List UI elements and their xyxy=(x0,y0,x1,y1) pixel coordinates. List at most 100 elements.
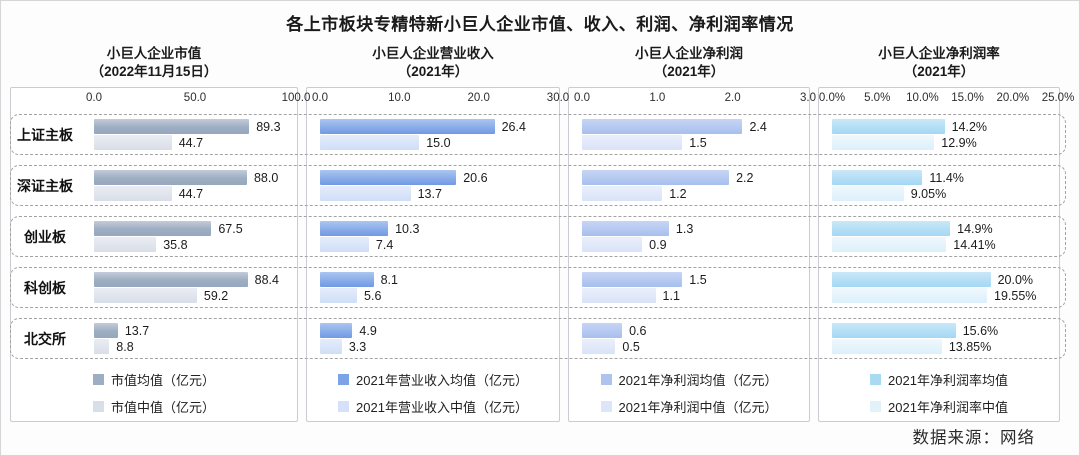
bar-line-mean: 88.4 xyxy=(94,272,279,288)
axis-tick-label: 50.0 xyxy=(183,92,207,104)
axis-tick-label: 1.0 xyxy=(649,92,666,104)
bar-group: 26.4 15.0 xyxy=(306,109,568,160)
bar-value-label: 13.7 xyxy=(124,323,150,338)
axis-plot: 0.0 50.0 100.0 xyxy=(86,87,310,109)
bar-value-label: 19.55% xyxy=(994,288,1037,303)
axis-row: 0.0 50.0 100.0 xyxy=(80,87,310,109)
bar-mean xyxy=(320,323,353,338)
legend-item: 2021年营业收入均值（亿元） xyxy=(338,370,528,389)
bar-plot: 15.6% 13.85% xyxy=(832,323,1030,355)
row-outline xyxy=(10,267,1066,308)
row-label: 深证主板 xyxy=(17,177,73,194)
bar-line-median: 1.5 xyxy=(582,135,783,151)
bar-group: 14.2% 12.9% xyxy=(818,109,1068,160)
legend-label: 2021年净利润率均值 xyxy=(888,373,1008,388)
legend-item: 市值中值（亿元） xyxy=(92,397,215,416)
bar-line-median: 12.9% xyxy=(832,135,1030,151)
bar-line-mean: 26.4 xyxy=(320,119,526,135)
row-outline xyxy=(10,216,1066,257)
bar-plot: 20.6 13.7 xyxy=(320,170,518,202)
bar-mean xyxy=(832,323,956,338)
data-source: 数据来源：网络 xyxy=(912,429,1035,447)
legend-swatch xyxy=(870,374,882,385)
bar-line-mean: 1.3 xyxy=(582,221,783,237)
legend-swatch xyxy=(600,401,612,412)
bar-median xyxy=(582,135,683,150)
bar-group: 2.2 1.2 xyxy=(568,160,818,211)
bar-value-label: 1.5 xyxy=(689,272,707,287)
bar-line-median: 1.1 xyxy=(582,288,783,304)
bar-line-median: 5.6 xyxy=(320,288,518,304)
bar-value-label: 1.1 xyxy=(662,288,680,303)
axis-row: 0.0 10.0 20.0 30.0 xyxy=(306,87,569,109)
row-label: 科创板 xyxy=(24,279,66,296)
bar-value-label: 15.0 xyxy=(426,135,451,150)
bar-mean xyxy=(320,119,495,134)
bar-plot: 2.2 1.2 xyxy=(582,170,783,202)
bar-plot: 8.1 5.6 xyxy=(320,272,518,304)
axis-row: 0.0 1.0 2.0 3.0 xyxy=(568,87,816,109)
panel-legend: 市值均值（亿元） 市值中值（亿元） xyxy=(10,364,298,422)
bar-value-label: 4.9 xyxy=(359,323,377,338)
bar-line-mean: 67.5 xyxy=(94,221,268,237)
bar-median xyxy=(582,237,643,252)
row-outline xyxy=(10,114,1066,155)
legend-swatch xyxy=(338,401,350,412)
panel-title-line1: 小巨人企业营业收入 xyxy=(372,46,494,61)
bar-value-label: 12.9% xyxy=(941,135,977,150)
bar-value-label: 11.4% xyxy=(929,170,964,185)
bar-value-label: 2.4 xyxy=(749,119,767,134)
legend-item: 2021年净利润均值（亿元） xyxy=(600,370,778,389)
bar-mean xyxy=(582,119,743,134)
bar-value-label: 10.3 xyxy=(395,221,420,236)
bar-median xyxy=(320,288,358,303)
axis-tick-label: 0.0 xyxy=(86,92,102,104)
bar-value-label: 0.9 xyxy=(649,237,667,252)
bar-median xyxy=(832,339,942,354)
bar-value-label: 44.7 xyxy=(178,186,204,201)
bar-plot: 11.4% 9.05% xyxy=(832,170,1030,202)
chart-title: 各上市板块专精特新小巨人企业市值、收入、利润、净利润率情况 xyxy=(286,15,794,34)
bar-median xyxy=(94,237,157,252)
bar-mean xyxy=(94,119,250,134)
bar-group: 20.0% 19.55% xyxy=(818,262,1068,313)
bar-group: 8.1 5.6 xyxy=(306,262,568,313)
bar-mean xyxy=(94,272,248,287)
axis-tick-label: 25.0% xyxy=(1041,92,1075,104)
bar-group: 13.7 8.8 xyxy=(80,313,306,364)
bar-line-median: 7.4 xyxy=(320,237,518,253)
bar-median xyxy=(94,186,172,201)
bar-value-label: 0.6 xyxy=(629,323,647,338)
bar-value-label: 14.9% xyxy=(957,221,993,236)
bar-mean xyxy=(832,119,945,134)
bar-line-mean: 1.5 xyxy=(582,272,783,288)
panel-title: 小巨人企业净利润 （2021年） xyxy=(568,34,810,87)
bar-group: 0.6 0.5 xyxy=(568,313,818,364)
bar-median xyxy=(320,135,420,150)
bar-plot: 0.6 0.5 xyxy=(582,323,783,355)
row-outline xyxy=(10,318,1066,359)
bar-mean xyxy=(320,221,389,236)
bar-value-label: 8.1 xyxy=(380,272,398,287)
legend-label: 市值均值（亿元） xyxy=(110,373,215,388)
bar-value-label: 59.2 xyxy=(203,288,229,303)
bar-plot: 2.4 1.5 xyxy=(582,119,783,151)
bar-line-mean: 10.3 xyxy=(320,221,518,237)
bar-mean xyxy=(832,170,923,185)
bar-line-mean: 15.6% xyxy=(832,323,1030,339)
bar-median xyxy=(832,288,988,303)
bar-line-median: 44.7 xyxy=(94,186,268,202)
panel-legend: 2021年净利润率均值 2021年净利润率中值 xyxy=(818,364,1060,422)
bar-line-median: 19.55% xyxy=(832,288,1036,304)
axis-tick-label: 10.0% xyxy=(906,92,939,104)
bar-group: 11.4% 9.05% xyxy=(818,160,1068,211)
legend-label: 2021年净利润均值（亿元） xyxy=(618,373,778,388)
legend-label: 市值中值（亿元） xyxy=(110,400,215,415)
bar-value-label: 9.05% xyxy=(910,186,947,201)
bar-median xyxy=(94,135,172,150)
legend-swatch xyxy=(870,401,882,412)
bar-group: 89.3 44.7 xyxy=(80,109,306,160)
bar-value-label: 1.5 xyxy=(689,135,707,150)
bar-median xyxy=(832,135,935,150)
bar-plot: 88.0 44.7 xyxy=(94,170,278,202)
